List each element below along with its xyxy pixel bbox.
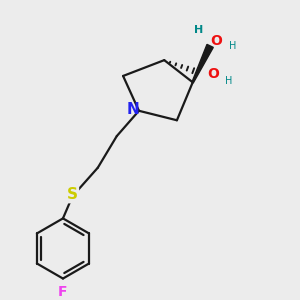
Text: O: O: [207, 68, 219, 81]
Text: S: S: [67, 187, 78, 202]
Text: H: H: [229, 41, 236, 51]
Text: O: O: [211, 34, 222, 48]
Text: N: N: [127, 102, 140, 117]
Polygon shape: [192, 44, 213, 82]
Text: H: H: [194, 25, 204, 35]
Text: H: H: [225, 76, 233, 86]
Text: F: F: [58, 286, 68, 299]
